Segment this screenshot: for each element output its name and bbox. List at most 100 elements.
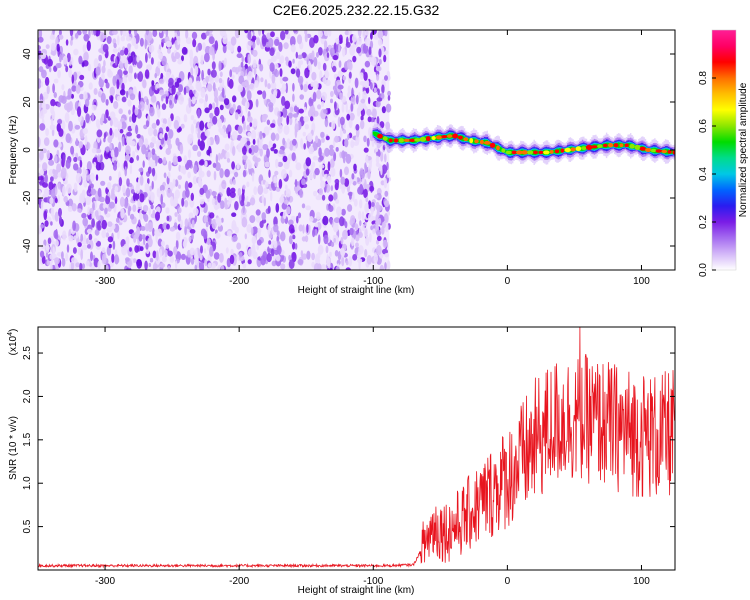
spectrogram-noise-cell: [372, 228, 376, 235]
spectrogram-noise-cell: [168, 77, 174, 85]
spectrogram-noise-cell: [335, 199, 340, 204]
spectrogram-noise-cell: [129, 164, 133, 175]
spectrogram-noise-cell: [247, 31, 252, 40]
spectrogram-noise-cell: [68, 69, 73, 78]
spectrogram-noise-cell: [101, 219, 107, 230]
spectrogram-noise-cell: [312, 155, 319, 161]
spectrogram-noise-cell: [201, 32, 207, 40]
spectrogram-noise-cell: [106, 36, 112, 44]
spectrogram-noise-cell: [305, 168, 310, 176]
spectrogram-noise-cell: [323, 234, 329, 245]
spectrogram-noise-cell: [178, 84, 183, 93]
spectrogram-noise-cell: [283, 125, 290, 135]
spectrogram-noise-cell: [253, 67, 257, 76]
spectrogram-noise-cell: [158, 157, 163, 164]
spectrogram-noise-cell: [201, 69, 205, 81]
spectrogram-noise-cell: [317, 234, 321, 245]
spectrogram-noise-cell: [165, 147, 171, 156]
spectrogram-noise-cell: [288, 224, 295, 234]
spectrogram-noise-cell: [383, 54, 387, 63]
spectrogram-noise-cell: [367, 116, 372, 123]
spectrogram-noise-cell: [360, 119, 365, 130]
spectrogram-noise-cell: [83, 169, 88, 176]
spectrogram-noise-cell: [252, 243, 256, 250]
spectrogram-noise-cell: [224, 143, 230, 151]
spectrogram-noise-cell: [200, 54, 204, 66]
spectrogram-noise-cell: [378, 164, 383, 172]
spectrogram-ridge-peak: [564, 147, 571, 153]
spectrogram-noise-cell: [145, 248, 150, 254]
spectrogram-noise-cell: [204, 259, 208, 267]
spectrogram-noise-cell: [71, 203, 77, 212]
spectrogram-noise-cell: [115, 217, 121, 223]
spectrogram-ridge-peak: [479, 139, 484, 145]
spectrogram-noise-cell: [322, 62, 327, 71]
spectrogram-noise-cell: [342, 47, 346, 57]
spectrogram-noise-cell: [150, 204, 154, 210]
spectrogram-noise-cell: [107, 236, 114, 243]
spectrogram-noise-cell: [81, 194, 86, 204]
spectrogram-noise-cell: [54, 197, 58, 204]
spectrogram-ridge-peak: [639, 146, 646, 151]
spectrogram-noise-cell: [209, 112, 214, 119]
spectrogram-noise-cell: [109, 127, 113, 136]
spectrogram-noise-cell: [38, 137, 41, 148]
spectrogram-noise-cell: [189, 247, 195, 256]
snr-x-tick-label: -100: [363, 576, 383, 587]
spectrogram-ridge-peak: [457, 135, 463, 140]
spectrogram-noise-cell: [376, 239, 380, 245]
spectrogram-noise-cell: [212, 82, 216, 92]
spectrogram-noise-cell: [282, 137, 286, 146]
spectrogram-noise-cell: [340, 176, 346, 185]
spectrogram-noise-cell: [156, 83, 160, 89]
spectrogram-noise-cell: [230, 248, 234, 256]
spectrogram-noise-cell: [147, 151, 151, 162]
spectrogram-noise-cell: [64, 112, 70, 123]
spectrogram-noise-cell: [306, 223, 309, 233]
spectrogram-noise-cell: [97, 220, 102, 231]
spectrogram-noise-cell: [98, 54, 103, 62]
spectrogram-x-tick-label: 0: [505, 276, 511, 287]
spectrogram-noise-cell: [156, 119, 160, 126]
spectrogram-noise-cell: [364, 222, 367, 227]
spectrogram-noise-cell: [313, 34, 319, 44]
colorbar: 0.0 0.2 0.4 0.6 0.8 Normalized spectral ampl…: [698, 29, 749, 277]
spectrogram-x-tick-label: -200: [229, 276, 249, 287]
snr-y-scale-suffix: ): [8, 329, 19, 332]
spectrogram-noise-cell: [165, 244, 169, 249]
spectrogram-noise-cell: [110, 149, 115, 158]
spectrogram-noise-cell: [167, 265, 171, 270]
spectrogram-noise-cell: [145, 52, 148, 63]
spectrogram-noise-cell: [136, 155, 140, 161]
spectrogram-noise-cell: [384, 153, 387, 163]
spectrogram-noise-cell: [319, 155, 324, 161]
spectrogram-noise-cell: [282, 76, 289, 82]
spectrogram-noise-cell: [344, 166, 349, 176]
spectrogram-noise-cell: [49, 124, 56, 131]
spectrogram-noise-cell: [282, 155, 288, 163]
spectrogram-noise-cell: [362, 90, 368, 100]
spectrogram-noise-cell: [91, 147, 97, 154]
spectrogram-noise-cell: [122, 76, 128, 84]
spectrogram-noise-cell: [346, 36, 349, 46]
spectrogram-noise-cell: [75, 172, 82, 184]
spectrogram-ridge-peak: [483, 140, 491, 145]
spectrogram-noise-cell: [161, 55, 167, 66]
spectrogram-noise-cell: [237, 65, 242, 73]
spectrogram-noise-cell: [355, 124, 360, 131]
spectrogram-noise-cell: [246, 116, 253, 123]
spectrogram-noise-cell: [247, 161, 253, 169]
spectrogram-noise-cell: [329, 218, 333, 225]
spectrogram-noise-cell: [364, 162, 367, 170]
spectrogram-noise-cell: [135, 124, 139, 135]
spectrogram-noise-cell: [188, 89, 193, 98]
spectrogram-noise-cell: [169, 255, 175, 263]
spectrogram-noise-cell: [337, 116, 341, 128]
spectrogram-noise-cell: [314, 223, 319, 228]
spectrogram-noise-cell: [144, 260, 148, 270]
spectrogram-noise-cell: [362, 30, 366, 38]
spectrogram-noise-cell: [180, 123, 185, 129]
spectrogram-noise-cell: [181, 55, 184, 62]
spectrogram-noise-cell: [138, 138, 143, 148]
spectrogram-noise-cell: [120, 55, 127, 64]
